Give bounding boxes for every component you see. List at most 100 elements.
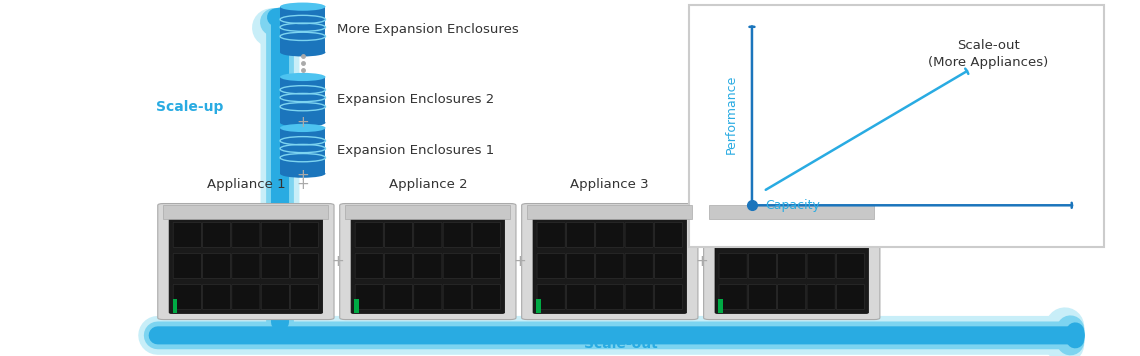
Text: +: + <box>296 168 309 183</box>
FancyBboxPatch shape <box>231 253 260 278</box>
FancyBboxPatch shape <box>414 253 442 278</box>
FancyBboxPatch shape <box>443 253 471 278</box>
FancyBboxPatch shape <box>537 253 565 278</box>
Bar <box>172 299 177 313</box>
Bar <box>280 77 326 123</box>
Text: +: + <box>296 177 309 192</box>
FancyBboxPatch shape <box>340 204 516 320</box>
FancyBboxPatch shape <box>777 253 806 278</box>
Text: Appliance 2: Appliance 2 <box>389 178 467 191</box>
Ellipse shape <box>280 2 326 11</box>
FancyBboxPatch shape <box>261 284 290 309</box>
FancyBboxPatch shape <box>356 253 383 278</box>
FancyBboxPatch shape <box>384 253 413 278</box>
FancyBboxPatch shape <box>807 222 836 247</box>
FancyBboxPatch shape <box>157 204 334 320</box>
FancyBboxPatch shape <box>472 253 500 278</box>
FancyBboxPatch shape <box>777 222 806 247</box>
Ellipse shape <box>280 48 326 57</box>
FancyBboxPatch shape <box>537 222 565 247</box>
Bar <box>537 299 542 313</box>
FancyBboxPatch shape <box>173 284 202 309</box>
Bar <box>280 128 326 174</box>
FancyBboxPatch shape <box>719 222 747 247</box>
FancyBboxPatch shape <box>443 284 471 309</box>
FancyBboxPatch shape <box>356 222 383 247</box>
Text: +: + <box>514 254 527 269</box>
FancyBboxPatch shape <box>472 284 500 309</box>
Text: Scale-out
(More Appliances): Scale-out (More Appliances) <box>928 39 1049 69</box>
FancyBboxPatch shape <box>654 284 683 309</box>
Ellipse shape <box>280 119 326 127</box>
FancyBboxPatch shape <box>534 218 686 314</box>
Text: Expansion Enclosures 2: Expansion Enclosures 2 <box>336 93 494 106</box>
FancyBboxPatch shape <box>596 222 624 247</box>
Text: +: + <box>695 254 708 269</box>
Text: More Expansion Enclosures: More Expansion Enclosures <box>336 23 519 36</box>
FancyBboxPatch shape <box>719 284 747 309</box>
Bar <box>345 205 511 219</box>
FancyBboxPatch shape <box>356 284 383 309</box>
FancyBboxPatch shape <box>351 218 505 314</box>
Bar <box>709 205 874 219</box>
FancyBboxPatch shape <box>472 222 500 247</box>
Text: +: + <box>332 254 344 269</box>
FancyBboxPatch shape <box>719 253 747 278</box>
FancyBboxPatch shape <box>703 204 880 320</box>
FancyBboxPatch shape <box>625 284 653 309</box>
FancyBboxPatch shape <box>384 284 413 309</box>
Text: Appliance 3: Appliance 3 <box>570 178 649 191</box>
FancyBboxPatch shape <box>291 284 318 309</box>
Ellipse shape <box>280 169 326 178</box>
Bar <box>280 7 326 52</box>
FancyBboxPatch shape <box>384 222 413 247</box>
FancyBboxPatch shape <box>654 222 683 247</box>
FancyBboxPatch shape <box>748 222 776 247</box>
FancyBboxPatch shape <box>261 222 290 247</box>
FancyBboxPatch shape <box>203 222 230 247</box>
FancyBboxPatch shape <box>203 253 230 278</box>
Bar <box>355 299 359 313</box>
FancyBboxPatch shape <box>625 253 653 278</box>
FancyBboxPatch shape <box>414 284 442 309</box>
Text: Appliance 1: Appliance 1 <box>206 178 285 191</box>
Bar <box>163 205 328 219</box>
FancyBboxPatch shape <box>567 284 594 309</box>
FancyBboxPatch shape <box>837 284 864 309</box>
FancyBboxPatch shape <box>443 222 471 247</box>
FancyBboxPatch shape <box>837 253 864 278</box>
Text: Performance: Performance <box>725 74 738 153</box>
FancyBboxPatch shape <box>173 253 202 278</box>
FancyBboxPatch shape <box>567 222 594 247</box>
Text: +: + <box>296 115 309 130</box>
FancyBboxPatch shape <box>596 284 624 309</box>
FancyBboxPatch shape <box>690 5 1105 247</box>
Text: Capacity: Capacity <box>766 199 821 212</box>
FancyBboxPatch shape <box>522 204 698 320</box>
FancyBboxPatch shape <box>414 222 442 247</box>
FancyBboxPatch shape <box>777 284 806 309</box>
FancyBboxPatch shape <box>231 222 260 247</box>
FancyBboxPatch shape <box>748 284 776 309</box>
FancyBboxPatch shape <box>748 253 776 278</box>
FancyBboxPatch shape <box>807 284 836 309</box>
FancyBboxPatch shape <box>291 222 318 247</box>
FancyBboxPatch shape <box>291 253 318 278</box>
Text: Scale-up: Scale-up <box>156 100 223 114</box>
Bar <box>718 299 723 313</box>
FancyBboxPatch shape <box>231 284 260 309</box>
FancyBboxPatch shape <box>654 253 683 278</box>
FancyBboxPatch shape <box>567 253 594 278</box>
Text: Appliance 4: Appliance 4 <box>752 178 831 191</box>
FancyBboxPatch shape <box>715 218 869 314</box>
Bar <box>528 205 692 219</box>
FancyBboxPatch shape <box>261 253 290 278</box>
FancyBboxPatch shape <box>537 284 565 309</box>
FancyBboxPatch shape <box>173 222 202 247</box>
FancyBboxPatch shape <box>169 218 323 314</box>
Text: Scale-out: Scale-out <box>585 337 658 351</box>
FancyBboxPatch shape <box>837 222 864 247</box>
Text: Expansion Enclosures 1: Expansion Enclosures 1 <box>336 144 494 157</box>
Ellipse shape <box>280 73 326 81</box>
FancyBboxPatch shape <box>203 284 230 309</box>
